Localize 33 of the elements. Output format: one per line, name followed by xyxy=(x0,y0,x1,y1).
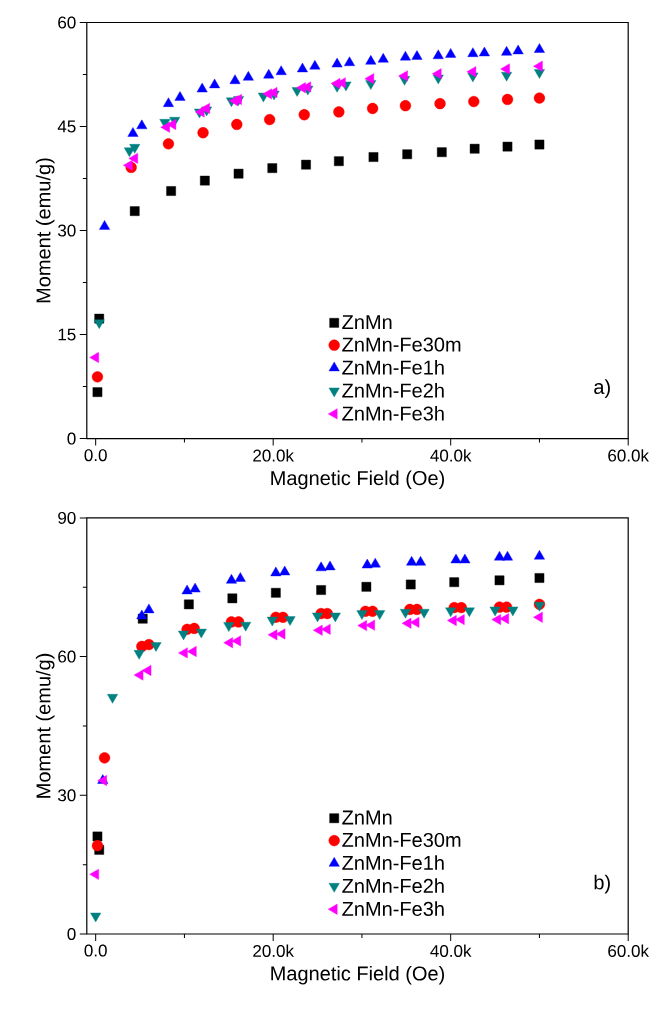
y-tick-label: 30 xyxy=(58,224,76,237)
x-tick-label: 0.0 xyxy=(84,944,107,957)
x-tick-label: 0.0 xyxy=(84,449,107,462)
y-tick-label: 0 xyxy=(67,927,76,941)
annotation: b) xyxy=(594,874,610,894)
legend-label: ZnMn xyxy=(342,315,392,329)
x-tick-label: 40.0k xyxy=(430,449,472,462)
x-axis-title: Magnetic Field (Oe) xyxy=(271,470,445,490)
legend-label: ZnMn-Fe2h xyxy=(342,878,444,894)
y-tick-label: 30 xyxy=(58,789,76,802)
y-tick-label: 45 xyxy=(57,120,76,133)
y-axis-title: Moment (emu/g) xyxy=(35,653,55,798)
y-tick-label: 60 xyxy=(58,650,76,663)
y-axis-title: Moment (emu/g) xyxy=(35,158,55,303)
x-axis-title: Magnetic Field (Oe) xyxy=(271,965,445,985)
legend-label: ZnMn-Fe1h xyxy=(342,359,444,375)
legend-label: ZnMn xyxy=(342,810,392,825)
y-tick-label: 60 xyxy=(58,16,76,29)
legend-label: ZnMn-Fe3h xyxy=(342,901,444,916)
x-tick-label: 20.0k xyxy=(253,944,294,958)
legend-label: ZnMn-Fe30m xyxy=(342,337,461,352)
y-tick-label: 0 xyxy=(67,432,76,445)
legend-label: ZnMn-Fe2h xyxy=(342,382,444,398)
x-tick-label: 40.0k xyxy=(430,944,472,958)
legend-label: ZnMn-Fe30m xyxy=(342,832,461,848)
x-tick-label: 20.0k xyxy=(253,449,294,462)
legend-label: ZnMn-Fe1h xyxy=(342,855,444,871)
annotation: a) xyxy=(594,379,610,398)
x-tick-label: 60.0k xyxy=(608,944,650,958)
y-tick-label: 15 xyxy=(58,328,76,341)
x-tick-label: 60.0k xyxy=(608,449,650,462)
legend-label: ZnMn-Fe3h xyxy=(342,405,444,421)
y-tick-label: 90 xyxy=(58,511,76,524)
